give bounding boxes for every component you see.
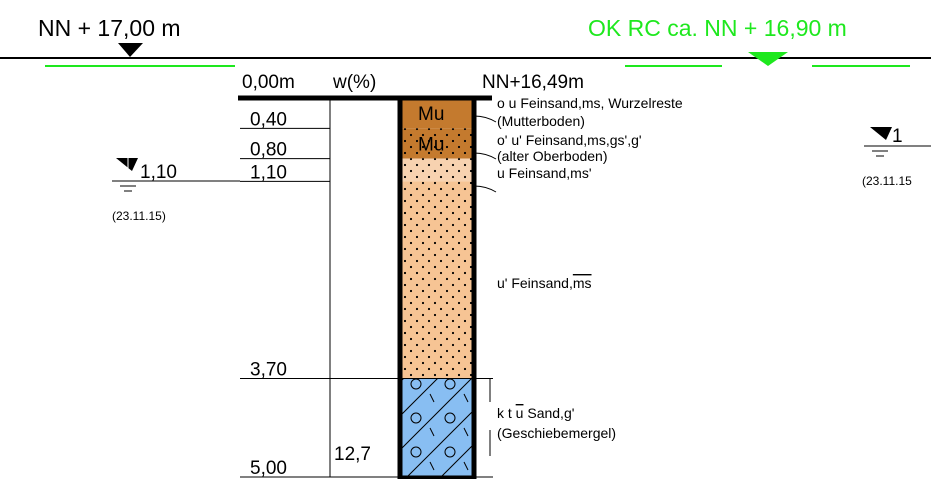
layer-description: k t u Sand,g' [497, 405, 574, 421]
top-depth: 0,00m [242, 72, 295, 93]
layer-description: (Geschiebemergel) [497, 425, 616, 441]
soil-layer [400, 98, 474, 129]
water-date: (23.11.15 [862, 174, 912, 188]
layer-description: o' u' Feinsand,ms,gs',g' [497, 132, 642, 148]
soil-pattern [400, 128, 474, 159]
layer-description: (alter Oberboden) [497, 148, 608, 164]
description-part: o' u' Feinsand,ms,gs',g' [497, 132, 642, 148]
water-marker [870, 127, 892, 140]
leader [473, 115, 497, 123]
level-marker [118, 43, 143, 57]
soil-pattern [400, 181, 474, 379]
depth-label: 1,10 [250, 162, 287, 183]
description-part: k t [497, 405, 516, 421]
green-marker [748, 52, 788, 66]
description-part: (Mutterboden) [497, 113, 585, 129]
description-part: u' Feinsand, [497, 275, 573, 291]
description-part: ms [573, 275, 592, 291]
description-part: u Feinsand,ms' [497, 165, 592, 181]
soil-pattern [400, 378, 474, 477]
description-part: (Geschiebemergel) [497, 425, 616, 441]
moisture-header: w(%) [332, 72, 376, 93]
water-marker [116, 158, 138, 171]
description-part: (alter Oberboden) [497, 148, 608, 164]
description-part: o u Feinsand,ms, Wurzelreste [497, 95, 683, 111]
leader [473, 152, 497, 160]
soil-symbol: Mu [418, 134, 444, 155]
depth-label: 0,80 [250, 140, 287, 161]
right-level: OK RC ca. NN + 16,90 m [588, 15, 847, 41]
soil-pattern [400, 158, 474, 182]
depth-label: 5,00 [250, 458, 287, 479]
water-depth: 1 [892, 126, 903, 147]
water-depth: 1,10 [140, 162, 177, 183]
description-part: Sand,g' [523, 405, 574, 421]
water-date: (23.11.15) [112, 209, 166, 223]
description-part: u [516, 405, 524, 421]
layer-description: u Feinsand,ms' [497, 165, 592, 181]
column-frame [397, 95, 477, 479]
depth-label: 3,70 [250, 359, 287, 380]
left-level: NN + 17,00 m [38, 15, 181, 41]
layer-description: (Mutterboden) [497, 113, 585, 129]
moisture-value: 12,7 [334, 444, 371, 465]
layer-description: o u Feinsand,ms, Wurzelreste [497, 95, 683, 111]
depth-label: 0,40 [250, 109, 287, 130]
soil-symbol: Mu [418, 104, 444, 125]
top-elevation: NN+16,49m [482, 72, 584, 93]
leader [473, 185, 497, 193]
layer-description: u' Feinsand,ms [497, 275, 592, 291]
